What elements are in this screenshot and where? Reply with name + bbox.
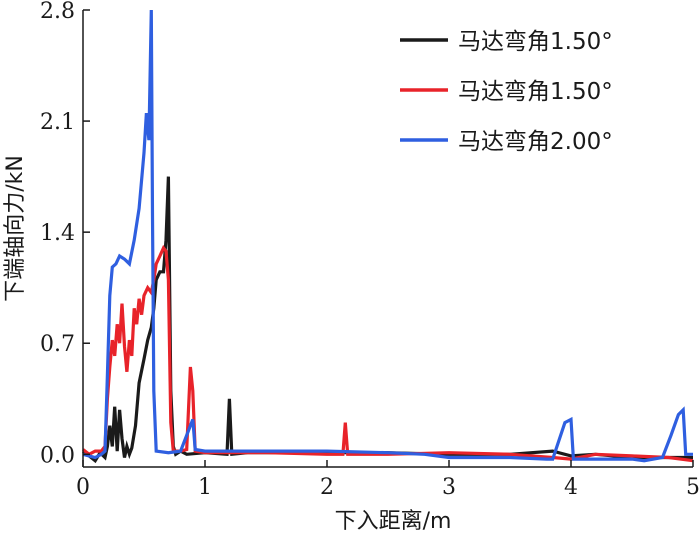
x-axis-title: 下入距离/m <box>335 509 452 534</box>
series-line-1 <box>82 176 693 464</box>
y-tick-label: 0.7 <box>40 332 75 357</box>
x-tick-label: 5 <box>686 475 700 500</box>
y-axis-title: 下端轴向力/kN <box>3 155 28 302</box>
x-tick-label: 4 <box>564 475 578 500</box>
x-tick-label: 3 <box>442 475 456 500</box>
x-tick-label: 1 <box>198 475 212 500</box>
legend-label-2: 马达弯角1.50° <box>458 79 613 105</box>
x-tick-label: 0 <box>76 475 90 500</box>
series-line-2 <box>82 244 694 463</box>
axes-layer <box>82 10 693 468</box>
legend-label-1: 马达弯角1.50° <box>458 29 613 55</box>
legend: 马达弯角1.50° 马达弯角1.50° 马达弯角2.00° <box>400 29 613 155</box>
series-line-3 <box>82 9 693 463</box>
y-tick-label: 0.0 <box>40 443 75 468</box>
y-tick-label: 2.8 <box>40 0 75 24</box>
y-tick-label: 1.4 <box>40 221 75 246</box>
legend-label-3: 马达弯角2.00° <box>458 129 613 155</box>
series-layer <box>82 9 694 464</box>
y-tick-label: 2.1 <box>40 110 75 135</box>
ticks-layer: 0 1 2 3 4 5 0.0 0.7 1.4 2.1 2.8 <box>40 0 700 500</box>
x-tick-label: 2 <box>320 475 334 500</box>
